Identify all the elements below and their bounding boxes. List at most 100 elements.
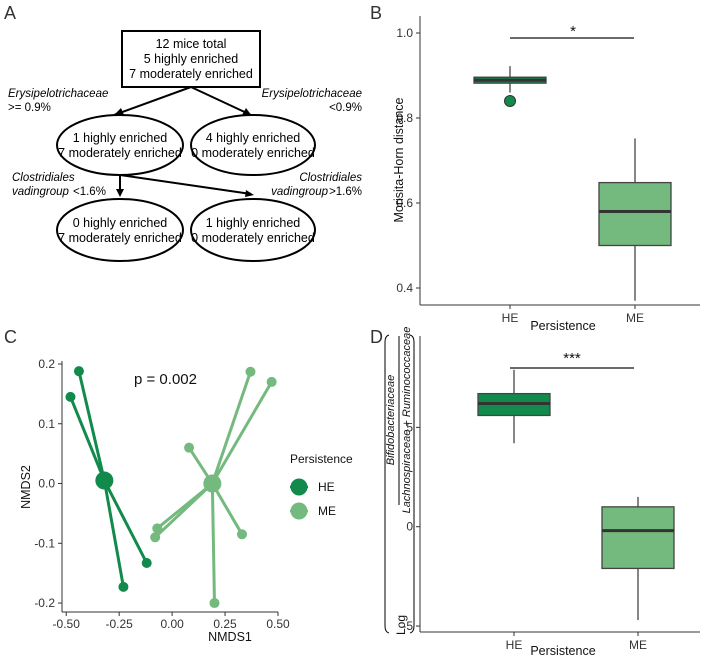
chart-b-significance: * (570, 23, 576, 40)
split2-left-taxon2: vadingroup (12, 186, 70, 198)
chart-c-spider-he (103, 479, 149, 564)
split-right-cond: <0.9% (329, 102, 362, 114)
panel-label-d: D (370, 327, 383, 347)
chart-c-point-me (152, 523, 163, 534)
tree-root-line3: 7 moderately enriched (129, 67, 253, 81)
tree-node-ll-line2: 7 moderately enriched (58, 231, 182, 245)
tree-node-left-left (56, 198, 184, 262)
tree-node-left (56, 114, 184, 176)
tree-root-line1: 12 mice total (156, 37, 227, 51)
chart-c-x-tick-label: 0.50 (266, 617, 290, 631)
chart-c-point-he (118, 581, 129, 592)
panel-label-a: A (4, 3, 16, 23)
tree-node-ll-line1: 0 highly enriched (73, 216, 168, 230)
chart-b-outlier (504, 95, 516, 107)
chart-c-y-tick-label: -0.1 (34, 536, 55, 550)
chart-c-spider-he (102, 480, 125, 588)
chart-c-point-he (141, 557, 152, 568)
split2-right-taxon2: vadingroup (271, 186, 329, 198)
chart-b-x-tick-label: ME (626, 311, 644, 325)
chart-c-x-tick-label: -0.50 (53, 617, 81, 631)
arrow-head-icon (245, 190, 254, 197)
decision-tree: 12 mice total 5 highly enriched 7 modera… (8, 30, 362, 262)
split2-right-taxon1: Clostridiales (299, 172, 362, 184)
chart-d-x-tick-label: ME (629, 638, 647, 652)
arrow-head-icon (116, 189, 124, 197)
arrow-head-icon (242, 108, 252, 116)
split2-left-cond: <1.6% (73, 186, 106, 198)
chart-d-paren-right (409, 334, 415, 634)
chart-b-y-tick-label: 1.0 (396, 26, 413, 40)
chart-c-spider-me (154, 482, 214, 539)
chart-c-point-me (209, 598, 220, 609)
panel-label-c: C (4, 327, 17, 347)
chart-c-spider-me (210, 371, 252, 484)
chart-c-y-tick-label: 0.1 (38, 417, 55, 431)
chart-d-y-tick-label: 5 (406, 420, 413, 434)
legend-he-label: HE (318, 480, 335, 494)
chart-c-x-tick-label: -0.25 (105, 617, 133, 631)
tree-node-lr-line1: 1 highly enriched (206, 216, 301, 230)
arrow-head-icon (114, 108, 124, 115)
tree-node-left-right (190, 198, 316, 262)
chart-c-centroid-me (203, 474, 222, 493)
legend-me-label: ME (318, 504, 336, 518)
chart-d-boxplot: -5 0 5 HE ME (402, 336, 700, 652)
chart-d-y-tick-label: -5 (402, 619, 413, 633)
chart-d-ylabel-log: Log (394, 615, 408, 635)
chart-b-y-tick-label: 0.8 (396, 111, 413, 125)
chart-c-spider-he (77, 370, 106, 481)
tree-node-right-line2: 0 moderately enriched (191, 146, 315, 160)
tree-node-lr-line2: 0 moderately enriched (191, 231, 315, 245)
chart-c-spider-he (69, 396, 106, 482)
chart-b-y-tick-label: 0.4 (396, 281, 413, 295)
chart-c-point-me (245, 366, 256, 377)
tree-node-right-line1: 4 highly enriched (206, 131, 301, 145)
chart-c-point-he (65, 391, 76, 402)
chart-c-y-tick-label: 0.0 (38, 477, 55, 491)
split2-left-taxon1: Clostridiales (12, 172, 75, 184)
tree-edge-left-right (119, 174, 252, 195)
chart-c-point-me (184, 442, 195, 453)
chart-d-y-tick-label: 0 (406, 520, 413, 534)
chart-b-boxplot: 0.4 0.6 0.8 1.0 HE ME (396, 16, 700, 325)
chart-b-xlabel: Persistence (530, 319, 595, 333)
split2-right-cond: >1.6% (329, 186, 362, 198)
chart-c-xlabel: NMDS1 (208, 630, 252, 644)
chart-d-ylabel-num: Bifidobacteriaceae (385, 375, 397, 466)
chart-d-ylabel-den: Lachnospiraceae + Ruminococcaceae (401, 327, 413, 514)
tree-root-box (121, 30, 261, 88)
chart-b-y-tick-label: 0.6 (396, 196, 413, 210)
chart-c-ylabel: NMDS2 (19, 465, 33, 509)
tree-edge-root-right (190, 86, 252, 116)
chart-d-significance: *** (563, 350, 581, 367)
chart-c-y-tick-label: -0.2 (34, 596, 55, 610)
chart-c-y-tick-label: 0.2 (38, 357, 55, 371)
chart-c-point-me (266, 376, 277, 387)
tree-root-line2: 5 highly enriched (144, 52, 239, 66)
chart-c-spider-me (210, 483, 216, 604)
chart-c-point-me (237, 529, 247, 540)
tree-node-right (190, 114, 316, 176)
chart-c-x-tick-label: 0.00 (160, 617, 184, 631)
split-right-taxon: Erysipelotrichaceae (262, 88, 362, 100)
chart-c-nmds-scatter: -0.50 -0.25 0.00 0.25 0.50 -0.2 -0.1 0.0 0.1 0.2 (34, 357, 290, 631)
tree-node-left-line1: 1 highly enriched (73, 131, 168, 145)
chart-c-spider-me (211, 482, 244, 536)
split-left-taxon: Erysipelotrichaceae (8, 88, 108, 100)
chart-c-point-me (150, 532, 161, 543)
chart-d-box-me (601, 506, 675, 570)
chart-d-x-tick-label: HE (506, 638, 523, 652)
chart-c-annotation: p = 0.002 (134, 371, 197, 388)
chart-c-centroid-he (95, 471, 114, 490)
split-left-cond: >= 0.9% (8, 102, 51, 114)
chart-c-x-tick-label: 0.25 (213, 617, 237, 631)
chart-b-ylabel: Morisita-Horn distance (392, 97, 406, 222)
chart-b-box-me (598, 181, 672, 247)
chart-c-spider-me (211, 381, 273, 485)
chart-c-point-he (73, 366, 84, 377)
chart-d-paren-left (384, 334, 390, 634)
chart-b-x-tick-label: HE (502, 311, 519, 325)
panel-label-b: B (370, 3, 382, 23)
